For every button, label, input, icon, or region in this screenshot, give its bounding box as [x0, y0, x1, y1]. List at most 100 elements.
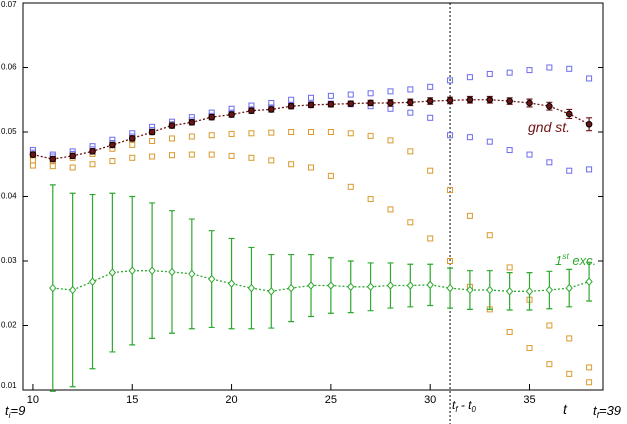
point: [526, 151, 533, 158]
point: [49, 283, 57, 293]
point: [367, 90, 374, 97]
point: [407, 99, 414, 106]
point: [327, 172, 334, 179]
point: [387, 206, 394, 213]
point: [506, 69, 513, 76]
point: [506, 97, 513, 105]
annotation: 1st exc.: [555, 251, 596, 268]
point: [228, 152, 235, 159]
point: [327, 100, 335, 108]
point: [149, 138, 156, 145]
point: [585, 277, 593, 286]
point: [248, 107, 255, 115]
point: [168, 267, 176, 277]
point: [248, 130, 255, 137]
point: [466, 74, 473, 81]
annotation-part: =39: [599, 403, 621, 418]
point: [267, 287, 275, 296]
point: [307, 281, 315, 290]
point: [268, 129, 275, 136]
y-tick-label: 0.07: [1, 0, 17, 9]
annotation-part: =9: [11, 403, 26, 418]
point: [188, 114, 195, 121]
point: [486, 285, 494, 295]
point: [89, 143, 96, 150]
point: [525, 287, 534, 296]
point: [168, 152, 175, 159]
point: [526, 99, 533, 107]
point: [129, 154, 136, 161]
annotation-part: t: [563, 401, 568, 417]
point: [387, 99, 394, 107]
point: [129, 130, 136, 137]
point: [347, 91, 354, 98]
point: [387, 105, 394, 112]
point: [327, 129, 334, 135]
point: [88, 277, 97, 286]
x-tick-label: 35: [523, 394, 535, 406]
point: [446, 283, 454, 293]
point: [288, 96, 295, 103]
point: [466, 285, 474, 295]
point: [407, 86, 414, 93]
annotation-part: t: [452, 398, 456, 412]
annotation-part: exc.: [569, 253, 596, 268]
point: [168, 135, 175, 142]
point: [427, 83, 434, 90]
point: [427, 235, 434, 242]
point: [347, 183, 354, 190]
point: [228, 105, 235, 112]
point: [308, 129, 315, 135]
point: [566, 167, 573, 174]
annotation: tf=39: [593, 403, 621, 420]
annotation: gnd st.: [528, 119, 570, 135]
annotation-part: 1: [555, 253, 562, 268]
point: [367, 196, 374, 203]
point: [387, 137, 394, 144]
point: [227, 279, 236, 288]
point: [248, 154, 255, 161]
point: [69, 152, 76, 160]
point: [129, 141, 136, 148]
point: [347, 130, 354, 137]
point: [347, 282, 355, 292]
annotation-part: t: [593, 403, 598, 418]
point: [308, 94, 315, 101]
point: [29, 162, 36, 169]
point: [49, 155, 57, 163]
point: [148, 128, 156, 136]
point: [188, 133, 195, 140]
point: [586, 166, 593, 173]
point: [447, 77, 454, 84]
annotation-part: st: [562, 251, 569, 261]
point: [109, 136, 116, 143]
x-tick-label: 30: [424, 394, 436, 406]
y-tick-label: 0.05: [1, 127, 17, 136]
point: [228, 130, 235, 137]
point: [586, 364, 593, 371]
point: [149, 123, 156, 130]
point: [149, 153, 156, 160]
point: [546, 102, 553, 110]
annotation-part: t: [5, 403, 10, 418]
plot-frame: [22, 2, 604, 391]
point: [29, 157, 36, 164]
point: [566, 335, 573, 342]
point: [367, 99, 374, 107]
annotation: t: [563, 401, 568, 417]
point: [546, 322, 553, 329]
point: [128, 135, 136, 142]
point: [505, 287, 514, 296]
point: [586, 75, 593, 82]
point: [526, 345, 533, 352]
point: [287, 102, 295, 110]
x-tick-label: 10: [27, 394, 39, 406]
point: [446, 97, 454, 104]
point: [89, 148, 96, 155]
point: [367, 132, 374, 139]
point: [208, 132, 215, 139]
annotation-part: - t: [458, 398, 473, 412]
point: [447, 187, 454, 194]
point: [427, 167, 434, 174]
point: [407, 219, 414, 226]
